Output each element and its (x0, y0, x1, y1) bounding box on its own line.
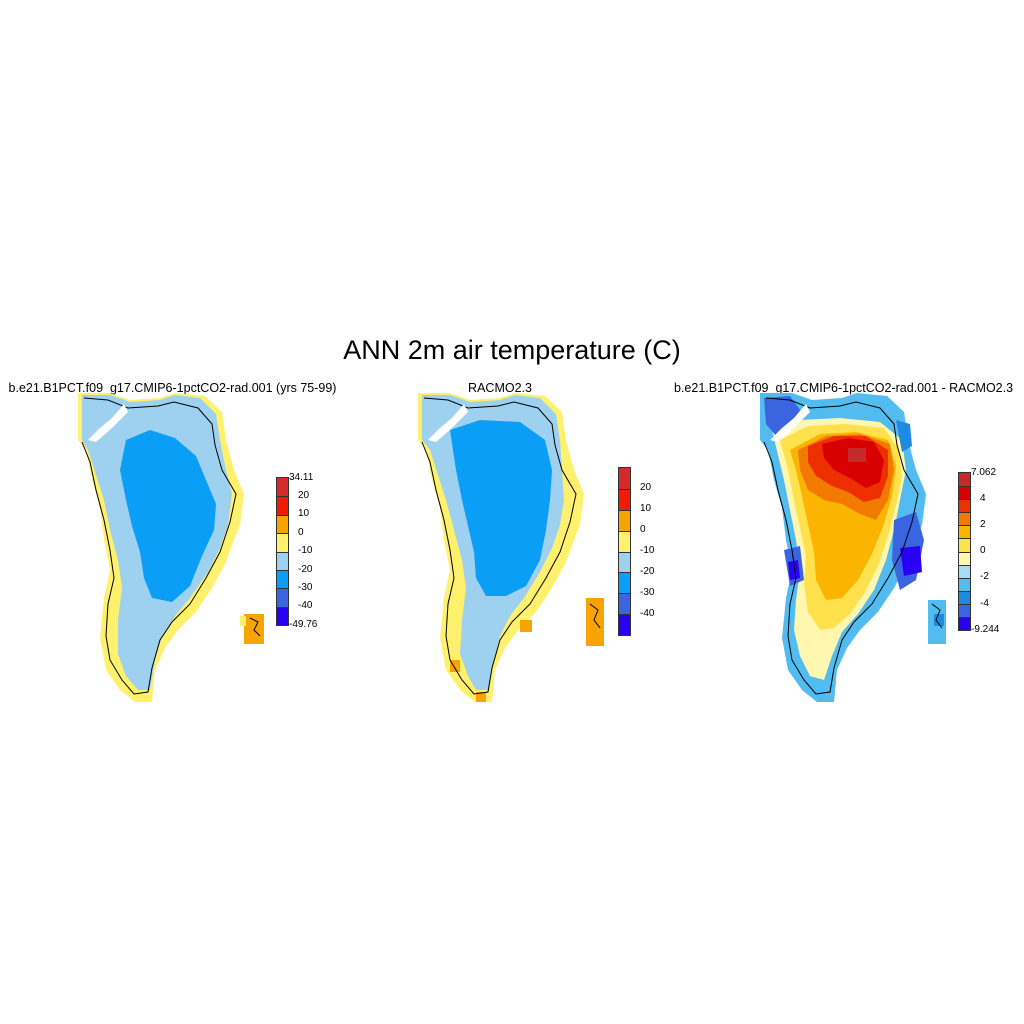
colorbar-tick-label: 4 (980, 492, 986, 504)
colorbar-swatch (958, 616, 971, 632)
colorbar-tick-label: -40 (298, 600, 313, 612)
colorbar-swatch (618, 571, 631, 595)
colorbar-tick-label: 10 (640, 503, 652, 515)
colorbar-tick-label: 0 (640, 524, 646, 536)
colorbar-swatch (958, 485, 971, 501)
hot-patch (848, 448, 866, 462)
colorbar-swatch (276, 587, 289, 608)
colorbar-swatch (958, 472, 971, 488)
colorbar-swatch (958, 537, 971, 553)
white-gap (428, 404, 468, 442)
colorbar-swatch (958, 511, 971, 527)
cold-patch (896, 420, 912, 452)
colorbar-swatch (958, 603, 971, 619)
figure-title: ANN 2m air temperature (C) (343, 335, 681, 365)
coastline (421, 397, 577, 695)
colorbar-swatch (276, 495, 289, 516)
colorbar-tick-label: 7.062 (971, 466, 997, 478)
colorbar-tick-label: 20 (640, 482, 652, 494)
colorbar-swatch (276, 477, 289, 498)
colorbar-tick-label: -30 (298, 581, 313, 593)
cold-patch (900, 546, 922, 576)
land-region-hot (822, 438, 884, 488)
colorbar-tick-label: -9.244 (971, 623, 1000, 635)
map-panel-3 (760, 393, 946, 702)
coastline (249, 617, 261, 637)
colorbar-swatch (958, 589, 971, 605)
island-patch (934, 614, 944, 626)
colorbar-tick-label: -49.76 (289, 618, 318, 630)
colorbar-tick-label: -2 (980, 571, 989, 583)
colorbar-swatch (276, 513, 289, 535)
colorbar-swatch (958, 498, 971, 514)
colorbar-tick-label: 10 (298, 508, 310, 520)
colorbar-swatch (276, 569, 289, 590)
colorbar-swatch (276, 550, 289, 571)
colorbar-swatch (958, 550, 971, 566)
colorbar-tick-label: 0 (980, 545, 986, 557)
colorbar-swatch (618, 508, 631, 532)
colorbar-swatch (276, 532, 289, 553)
melt-patch (476, 692, 486, 702)
panel-1-title: b.e21.B1PCT.f09_g17.CMIP6-1pctCO2-rad.00… (8, 381, 337, 395)
melt-patch (450, 660, 460, 672)
coastline (763, 397, 919, 695)
coastline (81, 397, 237, 695)
colorbar-tick-label: -40 (640, 607, 655, 619)
map-panel-1 (78, 393, 264, 702)
colorbar-swatch (618, 592, 631, 616)
colorbar-swatch (958, 576, 971, 592)
colorbar-tick-label: -20 (298, 563, 313, 575)
cold-patch (788, 560, 800, 580)
colorbar-swatch (276, 605, 289, 627)
coastline (931, 603, 943, 629)
colorbar-tick-label: 34.11 (289, 471, 314, 483)
panel-2-title: RACMO2.3 (468, 381, 532, 395)
colorbar-tick-label: 2 (980, 518, 986, 530)
colorbar-tick-label: 0 (298, 526, 304, 538)
white-gap (770, 404, 810, 442)
colorbar-panel-1: -49.76 -40 -30 -20 -10 0 10 20 34.11 (276, 472, 346, 630)
colorbar-swatch (618, 550, 631, 574)
colorbar-swatch (618, 467, 631, 490)
land-region-ice (120, 430, 216, 602)
panel-3-title: b.e21.B1PCT.f09_g17.CMIP6-1pctCO2-rad.00… (674, 381, 1014, 395)
colorbar-tick-label: -4 (980, 597, 989, 609)
colorbar-swatch (958, 524, 971, 540)
colorbar-tick-label: -10 (640, 545, 655, 557)
colorbar-tick-label: -30 (640, 586, 655, 598)
island-patch (240, 616, 246, 626)
coastline (589, 603, 601, 629)
colorbar-tick-label: 20 (298, 489, 310, 501)
colorbar-tick-label: -10 (298, 545, 313, 557)
map-panel-2 (418, 393, 604, 702)
colorbar-swatch (618, 487, 631, 511)
colorbar-swatch (618, 529, 631, 553)
colorbar-swatch (958, 563, 971, 579)
white-gap (88, 404, 128, 442)
colorbar-swatch (618, 613, 631, 637)
colorbar-tick-label: -20 (640, 566, 655, 577)
melt-patch (520, 620, 532, 632)
land-region-ice (450, 420, 552, 596)
colorbar-panel-2: -40 -30 -20 -10 0 10 20 (618, 467, 668, 637)
colorbar-panel-3: -9.244 -4 -2 0 2 4 7.062 (958, 467, 1024, 635)
